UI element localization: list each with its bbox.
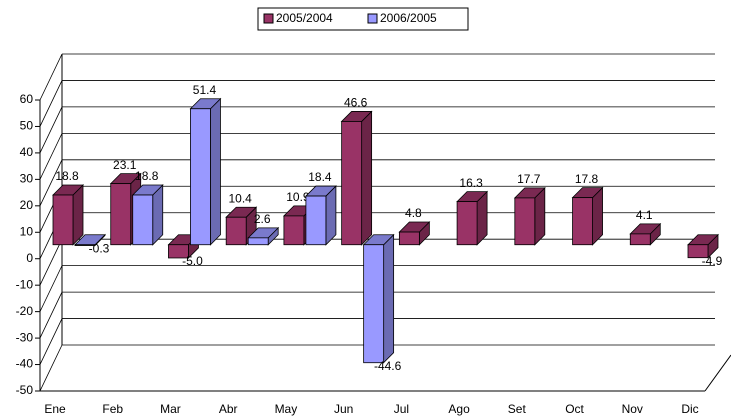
bar-front [629,233,651,246]
grid-line [39,159,63,206]
legend-box [257,7,469,31]
value-label: 46.6 [344,96,368,110]
bar [340,110,373,246]
legend-label: 2005/2004 [276,11,333,25]
bar-front [456,201,478,246]
grid-line [39,53,63,101]
y-tick-label: -30 [16,330,34,344]
x-tick-label: May [275,402,298,416]
grid-line [39,291,63,339]
bar-front [225,216,247,246]
bar-front [305,195,327,246]
value-label: 18.8 [55,169,79,183]
x-tick-label: Jun [334,402,353,416]
x-tick-label: Abr [219,402,238,416]
bar-front [168,244,189,259]
value-label: 18.4 [308,170,332,184]
grid-line [39,239,63,286]
y-tick-label: 30 [20,172,34,186]
value-label: 2.6 [254,212,271,226]
bar-front [687,244,709,259]
value-label: 4.8 [405,206,422,220]
bar [247,226,280,246]
bar [131,184,164,246]
legend-swatch [367,13,378,24]
x-tick-label: Feb [102,402,123,416]
bar [571,186,604,246]
bar-side [361,110,373,246]
grid-line [39,133,63,180]
value-label: 17.7 [517,172,541,186]
y-tick-label: 0 [26,251,33,265]
value-label: -44.6 [374,359,402,373]
value-label: 23.1 [113,158,137,172]
bar-front [363,244,385,364]
bar-front [52,194,74,246]
bar [52,184,84,246]
bar-front [514,197,536,246]
x-tick-label: Ago [448,402,470,416]
y-tick-label: -40 [16,357,34,371]
bar-front [398,231,420,246]
bar [304,185,337,246]
grid-line [39,344,63,392]
bar-front [74,244,96,246]
value-label: 4.1 [636,208,653,222]
bar-front [132,194,154,246]
bar [513,186,546,246]
bar [189,97,222,246]
x-tick-label: Oct [565,402,584,416]
x-tick-label: Mar [160,402,181,416]
value-label: 10.4 [229,191,253,205]
y-tick-label: -20 [16,304,34,318]
grid-line [39,265,63,312]
bar-front [572,197,593,246]
bar-front [110,183,132,246]
y-tick-label: 40 [20,145,34,159]
value-label: 17.8 [575,172,599,186]
legend-swatch [263,13,274,24]
bar [629,222,662,246]
y-tick-label: 10 [20,224,34,238]
y-tick-label: 50 [20,119,34,133]
legend-label: 2006/2005 [380,11,437,25]
value-label: 51.4 [193,83,217,97]
y-tick-label: -50 [16,383,34,397]
value-label: -5.0 [182,254,203,268]
grid-line [39,106,63,154]
x-tick-label: Dic [681,402,698,416]
bar-front [190,108,211,246]
bar [362,233,395,364]
y-tick-label: 20 [20,198,34,212]
grid-line [39,318,63,365]
value-label: 10.9 [286,190,310,204]
x-tick-label: Jul [394,402,409,416]
bar [687,233,719,259]
bar-side [210,97,221,246]
y-tick-label: -10 [16,277,34,291]
y-tick-label: 60 [20,92,34,106]
bar-front [341,121,363,246]
value-label: -4.9 [702,254,723,268]
bar [74,233,106,247]
grid-line [39,80,63,127]
bar-side [383,233,395,364]
value-label: 16.3 [459,176,483,190]
x-tick-label: Set [508,402,527,416]
value-label: 18.8 [135,169,159,183]
x-tick-label: Ene [44,402,66,416]
x-tick-label: Nov [622,402,643,416]
floor-edge [704,354,731,392]
bar [398,221,431,246]
bar-front [283,215,305,246]
bar [456,190,489,246]
value-label: -0.3 [89,242,110,256]
bar-front [247,237,269,246]
